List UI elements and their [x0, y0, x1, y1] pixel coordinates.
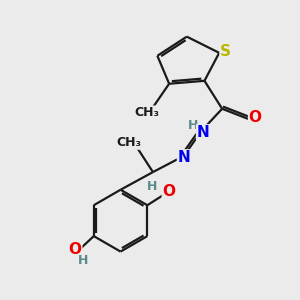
Text: N: N: [178, 150, 190, 165]
Text: O: O: [162, 184, 175, 200]
Text: CH₃: CH₃: [134, 106, 159, 119]
Text: N: N: [196, 125, 209, 140]
Text: CH₃: CH₃: [116, 136, 141, 149]
Text: S: S: [220, 44, 231, 59]
Text: H: H: [78, 254, 89, 267]
Text: O: O: [249, 110, 262, 125]
Text: H: H: [147, 180, 158, 193]
Text: O: O: [69, 242, 82, 257]
Text: H: H: [188, 119, 199, 132]
